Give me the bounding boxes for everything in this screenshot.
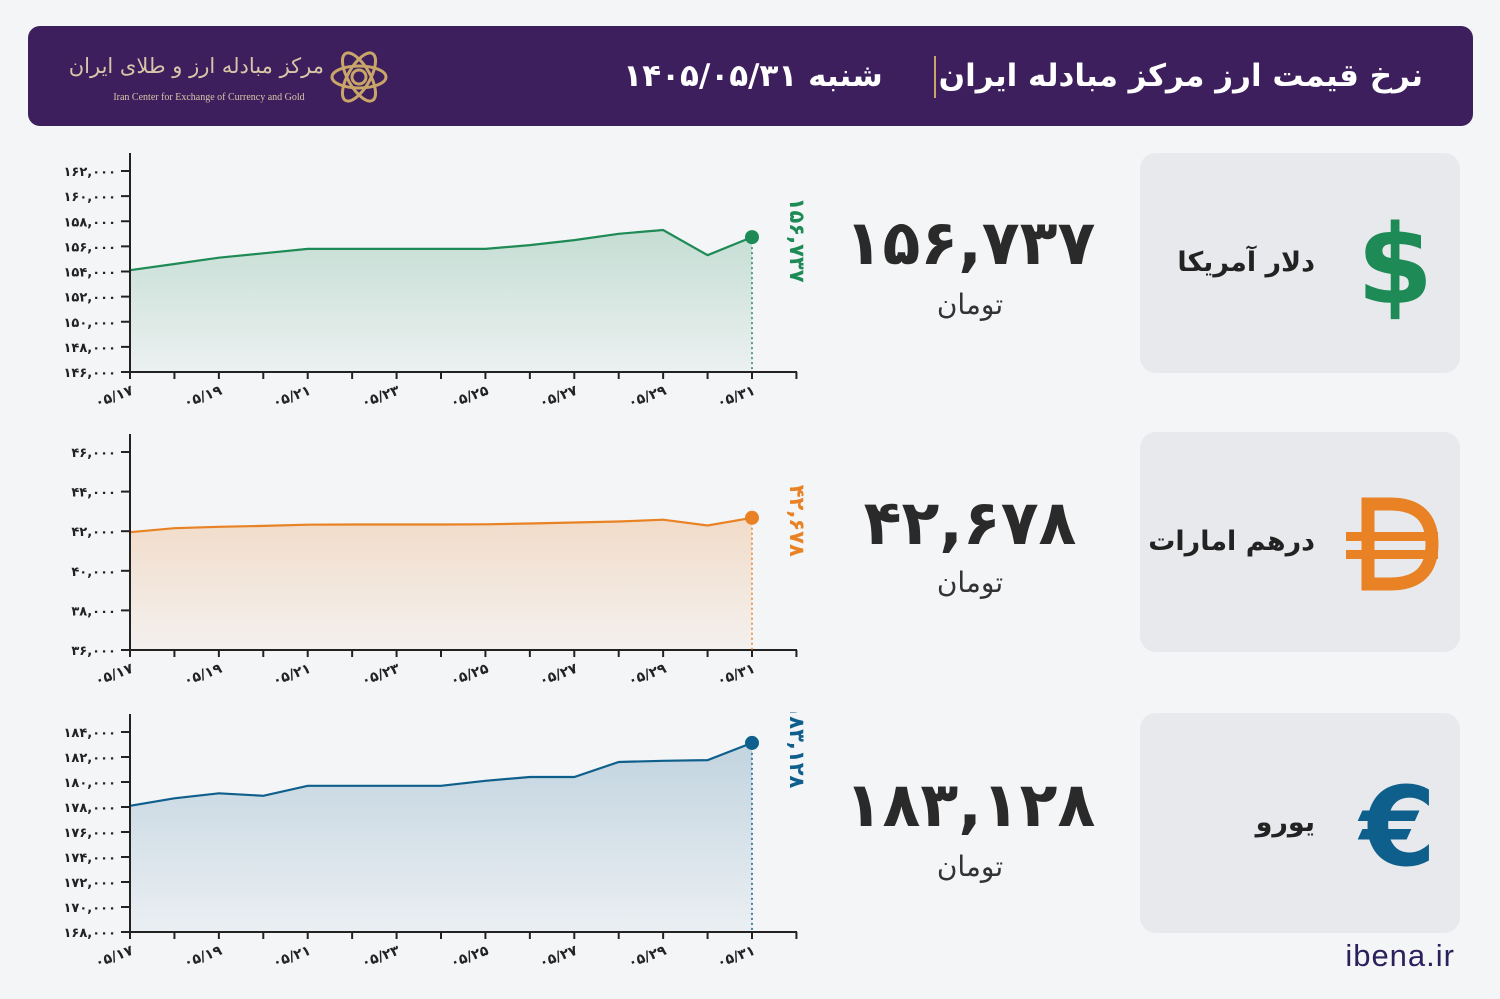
brand-watermark: ibena.ir — [1345, 938, 1455, 973]
x-tick-label: ۰۵/۲۵ — [448, 661, 491, 690]
y-tick-label: ۱۶۸,۰۰۰ — [63, 926, 116, 941]
last-point — [745, 735, 759, 750]
last-point — [745, 510, 759, 525]
last-value-label: ۱۸۳,۱۲۸ — [785, 712, 809, 789]
y-tick-label: ۱۷۶,۰۰۰ — [63, 826, 116, 841]
x-tick-label: ۰۵/۲۳ — [360, 943, 403, 972]
y-tick-label: ۱۷۴,۰۰۰ — [63, 851, 116, 866]
y-tick-label: ۱۴۶,۰۰۰ — [63, 366, 116, 381]
x-tick-label: ۰۵/۲۹ — [626, 661, 669, 690]
aed-price: ۴۲,۶۷۸ — [863, 486, 1077, 559]
x-tick-label: ۰۵/۲۷ — [537, 383, 580, 412]
logo-knot-icon — [330, 51, 388, 103]
usd-unit: تومان — [936, 288, 1004, 321]
usd-name: دلار آمریکا — [1177, 247, 1315, 278]
aed-card: درهم امارات — [1140, 432, 1460, 652]
eur-unit: تومان — [936, 850, 1004, 883]
y-tick-label: ۱۷۲,۰۰۰ — [63, 876, 116, 891]
y-tick-label: ۱۷۸,۰۰۰ — [63, 801, 116, 816]
y-tick-label: ۳۸,۰۰۰ — [71, 604, 116, 619]
x-tick-label: ۰۵/۲۱ — [271, 661, 313, 689]
x-tick-label: ۰۵/۲۳ — [360, 383, 403, 412]
y-tick-label: ۱۸۰,۰۰۰ — [63, 776, 116, 791]
last-value-label: ۱۵۶,۷۳۷ — [785, 198, 809, 283]
y-tick-label: ۴۰,۰۰۰ — [71, 565, 116, 580]
x-tick-label: ۰۵/۱۹ — [182, 661, 225, 690]
dollar-icon: $ — [1357, 203, 1434, 323]
series-line — [129, 228, 753, 272]
y-tick-label: ۱۷۰,۰۰۰ — [63, 901, 116, 916]
logo-subtitle: Iran Center for Exchange of Currency and… — [113, 92, 305, 103]
euro-symbol: € — [1357, 763, 1437, 883]
x-tick-label: ۰۵/۱۷ — [93, 661, 136, 690]
last-value-label: ۴۲,۶۷۸ — [785, 485, 809, 557]
usd-price: ۱۵۶,۷۳۷ — [844, 206, 1096, 279]
x-tick-label: ۰۵/۲۷ — [537, 661, 580, 690]
x-tick-label: ۰۵/۲۱ — [271, 943, 313, 971]
x-tick-label: ۰۵/۳۱ — [715, 661, 757, 689]
x-tick-label: ۰۵/۲۱ — [271, 383, 313, 411]
last-point — [745, 230, 759, 245]
x-tick-label: ۰۵/۲۷ — [537, 943, 580, 972]
x-tick-label: ۰۵/۱۷ — [93, 383, 136, 412]
y-tick-label: ۱۸۴,۰۰۰ — [63, 726, 116, 741]
eur-name: یورو — [1255, 807, 1315, 838]
page-title: نرخ قیمت ارز مرکز مبادله ایران — [938, 58, 1423, 94]
y-tick-label: ۱۵۴,۰۰۰ — [63, 266, 116, 281]
dollar-symbol: $ — [1357, 203, 1434, 323]
chart-area — [130, 230, 752, 372]
logo-name: مرکز مبادله ارز و طلای ایران — [68, 54, 324, 78]
y-tick-label: ۳۶,۰۰۰ — [71, 644, 116, 659]
y-tick-label: ۴۶,۰۰۰ — [71, 446, 116, 461]
aed-chart: ۳۶,۰۰۰ ۳۸,۰۰۰ ۴۰,۰۰۰ ۴۲,۰۰۰ ۴۴,۰۰۰ ۴۶,۰۰۰ ۰۵/۱… — [71, 434, 809, 690]
y-tick-label: ۱۴۸,۰۰۰ — [63, 341, 116, 356]
dirham-icon — [1346, 497, 1439, 591]
x-tick-label: ۰۵/۱۹ — [182, 383, 225, 412]
y-tick-label: ۱۵۶,۰۰۰ — [63, 240, 116, 255]
usd-chart: ۱۴۶,۰۰۰ ۱۴۸,۰۰۰ ۱۵۰,۰۰۰ ۱۵۲,۰۰۰ ۱۵۴,۰۰۰ ۱۵۶,۰… — [63, 153, 809, 412]
euro-icon: € — [1357, 763, 1437, 883]
y-tick-label: ۱۵۰,۰۰۰ — [63, 316, 116, 331]
eur-price: ۱۸۳,۱۲۸ — [844, 768, 1096, 841]
chart-area — [130, 517, 752, 650]
x-tick-label: ۰۵/۳۱ — [715, 383, 757, 411]
x-tick-label: ۰۵/۱۷ — [93, 943, 136, 972]
y-tick-label: ۴۲,۰۰۰ — [71, 525, 116, 540]
y-tick-label: ۱۶۰,۰۰۰ — [63, 190, 116, 205]
x-tick-label: ۰۵/۲۹ — [626, 943, 669, 972]
y-tick-label: ۱۶۲,۰۰۰ — [63, 165, 116, 180]
x-tick-label: ۰۵/۱۹ — [182, 943, 225, 972]
x-tick-label: ۰۵/۲۳ — [360, 661, 403, 690]
usd-card: دلار آمریکا $ — [1140, 153, 1460, 373]
eur-card: یورو € — [1140, 713, 1460, 933]
header-bar: نرخ قیمت ارز مرکز مبادله ایران شنبه ۱۴۰۵… — [28, 26, 1473, 126]
header-divider — [934, 56, 936, 98]
x-tick-label: ۰۵/۲۵ — [448, 943, 491, 972]
y-tick-label: ۱۸۲,۰۰۰ — [63, 751, 116, 766]
aed-unit: تومان — [936, 566, 1004, 599]
y-tick-label: ۱۵۲,۰۰۰ — [63, 291, 116, 306]
series-line — [129, 516, 753, 534]
y-tick-label: ۱۵۸,۰۰۰ — [63, 215, 116, 230]
x-tick-label: ۰۵/۲۵ — [448, 383, 491, 412]
chart-area — [130, 742, 752, 932]
series-line — [129, 741, 753, 807]
x-tick-label: ۰۵/۲۹ — [626, 383, 669, 412]
aed-name: درهم امارات — [1148, 526, 1315, 557]
header-date: شنبه ۱۴۰۵/۰۵/۳۱ — [623, 58, 883, 94]
y-tick-label: ۴۴,۰۰۰ — [71, 486, 116, 501]
x-tick-label: ۰۵/۳۱ — [715, 943, 757, 971]
eur-chart: ۱۶۸,۰۰۰ ۱۷۰,۰۰۰ ۱۷۲,۰۰۰ ۱۷۴,۰۰۰ ۱۷۶,۰۰۰ ۱۷۸,۰… — [63, 712, 809, 972]
